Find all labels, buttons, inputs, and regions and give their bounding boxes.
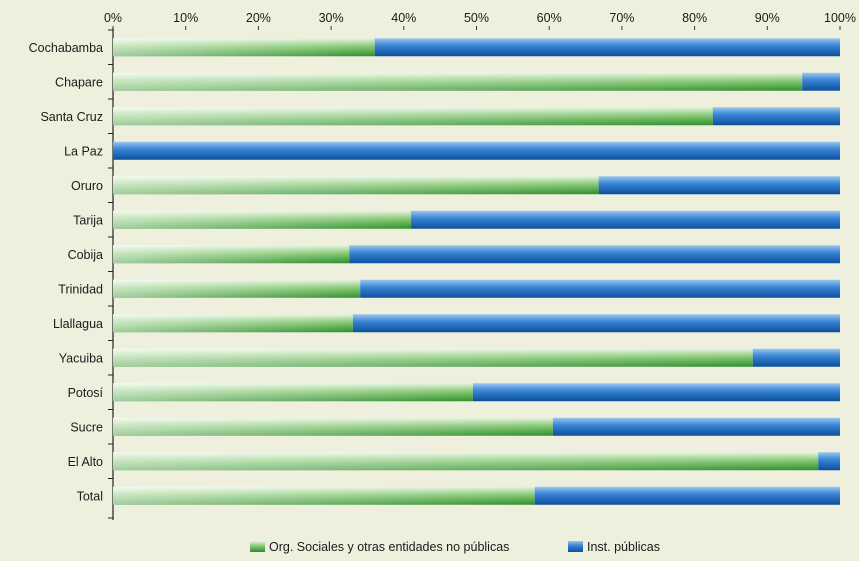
x-tick-label: 100% [824,11,856,25]
x-tick-label: 30% [319,11,344,25]
bar-segment-publicas [411,210,840,229]
bars [113,38,840,505]
legend-label: Inst. públicas [587,540,660,554]
category-label: Cochabamba [29,41,103,55]
category-label: Tarija [73,213,103,227]
category-label: Potosí [68,386,104,400]
bar-segment-publicas [374,38,840,57]
bar-segment-publicas [818,452,840,471]
bar-highlight [113,107,713,126]
bar-segment-publicas [598,176,840,195]
bar-segment-publicas [113,141,840,160]
x-tick-label: 40% [391,11,416,25]
category-label: Santa Cruz [40,110,103,124]
x-tick-label: 10% [173,11,198,25]
axes [108,26,841,520]
x-tick-label: 80% [682,11,707,25]
bar-highlight [113,417,553,436]
bar-highlight [113,279,361,298]
legend-swatch-publicas [568,541,583,552]
bar-segment-publicas [534,486,840,505]
category-label: Oruro [71,179,103,193]
x-tick-label: 90% [755,11,780,25]
category-label: Llallagua [53,317,103,331]
bar-highlight [113,383,473,402]
bar-segment-publicas [752,348,840,367]
bar-segment-publicas [352,314,840,333]
category-label: Yacuiba [59,351,103,365]
bar-highlight [113,72,803,91]
bar-segment-publicas [552,417,840,436]
bar-segment-publicas [360,279,840,298]
bar-highlight [113,348,753,367]
x-tick-label: 0% [104,11,122,25]
x-tick-label: 20% [246,11,271,25]
category-label: Cobija [68,248,103,262]
category-label: Sucre [70,420,103,434]
bar-segment-publicas [472,383,840,402]
bar-segment-publicas [712,107,840,126]
legend: Org. Sociales y otras entidades no públi… [250,540,660,554]
x-tick-label: 70% [609,11,634,25]
bar-highlight [113,452,819,471]
x-tick-label: 50% [464,11,489,25]
bar-highlight [113,245,350,264]
bar-highlight [113,314,353,333]
category-label: El Alto [68,455,103,469]
legend-label: Org. Sociales y otras entidades no públi… [269,540,509,554]
bar-segment-publicas [349,245,840,264]
labels: 0% 10% 20% 30% 40% 50% 60% 70% 80% 90% 100% Cochaba… [29,11,856,503]
category-label: Total [77,489,103,503]
legend-swatch-no-publicas [250,541,265,552]
bar-segment-publicas [802,72,840,91]
bar-highlight [113,38,375,57]
bar-highlight [113,210,412,229]
category-label: La Paz [64,144,103,158]
category-label: Trinidad [58,282,103,296]
x-tick-label: 60% [537,11,562,25]
bar-highlight [113,486,535,505]
category-label: Chapare [55,75,103,89]
bar-highlight [113,176,599,195]
